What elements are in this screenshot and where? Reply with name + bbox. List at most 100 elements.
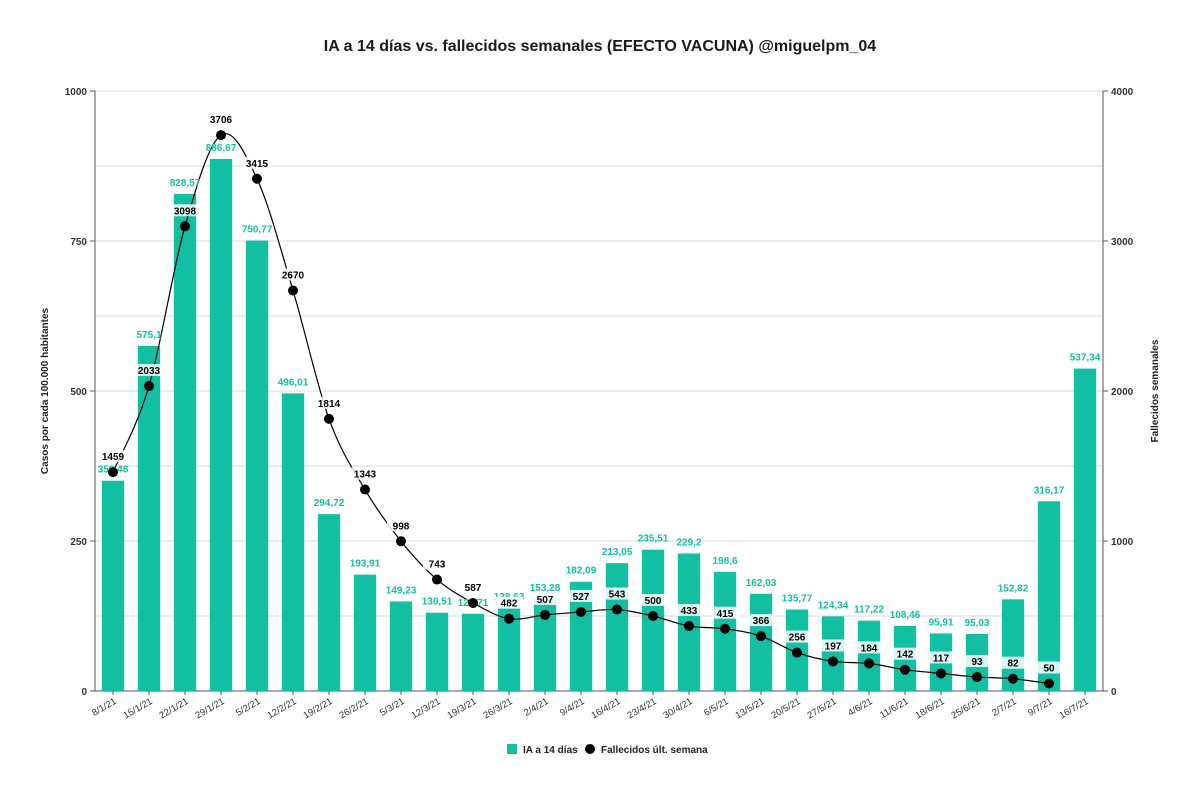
deaths-point: [720, 623, 730, 634]
x-tick-label: 27/5/21: [806, 696, 839, 721]
line-label-bg: [675, 604, 703, 617]
bar: [605, 563, 629, 691]
line-label-bg: [171, 204, 199, 217]
line-value-label: 3098: [174, 206, 197, 217]
bar-value-label: 294,72: [314, 498, 345, 509]
line-label-bg: [963, 655, 991, 668]
line-value-label: 1814: [318, 399, 341, 410]
line-label-bg: [567, 589, 595, 602]
deaths-point: [1044, 678, 1054, 689]
bar-value-label: 95,91: [928, 617, 953, 628]
line-label-bg: [639, 594, 667, 606]
x-tick-label: 22/1/21: [158, 696, 191, 721]
x-tick-label: 19/2/21: [302, 696, 335, 721]
deaths-point: [612, 604, 622, 615]
deaths-point: [792, 647, 802, 658]
bar: [209, 158, 233, 692]
right-axis-label: Fallecidos semanales: [1150, 339, 1161, 442]
bar: [857, 620, 881, 691]
line-value-label: 3706: [210, 115, 233, 126]
x-tick-label: 2/4/21: [522, 696, 550, 719]
line-label-bg: [279, 268, 307, 281]
line-value-label: 50: [1043, 664, 1055, 675]
line-value-label: 1459: [102, 452, 125, 463]
deaths-point: [972, 672, 982, 683]
line-label-bg: [711, 606, 739, 619]
x-tick-label: 13/5/21: [734, 696, 767, 721]
right-tick-label: 1000: [1111, 537, 1134, 548]
bar: [497, 607, 521, 691]
bar-value-label: 235,51: [638, 534, 669, 545]
left-tick-label: 250: [70, 537, 87, 548]
bar-value-label: 213,05: [602, 547, 633, 558]
line-label-bg: [351, 467, 379, 480]
line-label-bg: [135, 364, 163, 377]
bar-value-label: 198,6: [712, 556, 737, 567]
line-value-label: 82: [1007, 659, 1019, 670]
legend-label-bars: IA a 14 días: [523, 745, 578, 756]
line-label-bg: [783, 630, 811, 643]
x-tick-label: 5/2/21: [234, 696, 262, 719]
line-label-bg: [459, 580, 487, 593]
line-label-bg: [927, 651, 955, 664]
left-tick-label: 1000: [65, 87, 88, 98]
line-value-label: 142: [897, 650, 914, 661]
bar: [569, 581, 593, 691]
bar-value-label: 575,1: [136, 330, 161, 341]
bar-value-label: 537,34: [1070, 353, 1101, 364]
bar-value-label: 182,09: [566, 566, 597, 577]
bar-value-label: 130,51: [422, 597, 453, 608]
line-value-label: 998: [393, 521, 410, 532]
right-tick-label: 2000: [1111, 387, 1134, 398]
bar: [749, 593, 773, 691]
x-tick-label: 26/2/21: [338, 696, 371, 721]
line-value-label: 482: [501, 599, 518, 610]
bar: [1073, 368, 1097, 691]
legend-label-line: Fallecidos últ. semana: [601, 745, 708, 756]
deaths-point: [144, 381, 154, 392]
line-value-label: 366: [753, 616, 770, 627]
deaths-point: [1008, 673, 1018, 684]
x-tick-label: 23/4/21: [626, 696, 659, 721]
line-value-label: 184: [861, 643, 878, 654]
deaths-point: [936, 668, 946, 679]
bar-value-label: 886,67: [206, 143, 237, 154]
deaths-point: [108, 467, 118, 478]
bar: [1037, 501, 1061, 691]
deaths-point: [828, 656, 838, 667]
bar: [461, 613, 485, 691]
bar: [425, 612, 449, 691]
line-value-label: 433: [681, 606, 698, 617]
x-tick-label: 15/1/21: [122, 696, 155, 721]
line-label-bg: [243, 156, 271, 169]
x-tick-label: 16/4/21: [590, 696, 623, 721]
left-tick-label: 750: [70, 237, 87, 248]
x-tick-label: 4/6/21: [846, 696, 874, 719]
deaths-point: [252, 173, 262, 184]
deaths-point: [360, 484, 370, 495]
deaths-point: [396, 536, 406, 547]
line-value-label: 1343: [354, 470, 377, 481]
line-label-bg: [207, 113, 235, 126]
x-tick-label: 12/2/21: [266, 696, 299, 721]
x-tick-label: 29/1/21: [194, 696, 227, 721]
line-label-bg: [855, 641, 883, 654]
legend-swatch-line: [585, 744, 595, 754]
bar-value-label: 152,82: [998, 583, 1029, 594]
bar-value-label: 95,03: [964, 618, 989, 629]
legend-swatch-bars: [507, 744, 517, 754]
bar-value-label: 149,23: [386, 585, 417, 596]
line-label-bg: [603, 587, 631, 600]
x-tick-label: 25/6/21: [950, 696, 983, 721]
line-value-label: 500: [645, 596, 662, 607]
chart-title: IA a 14 días vs. fallecidos semanales (E…: [323, 38, 877, 55]
line-value-label: 2670: [282, 271, 305, 282]
bar-value-label: 316,17: [1034, 485, 1065, 496]
bar-value-label: 124,34: [818, 600, 849, 611]
line-value-label: 527: [573, 592, 590, 603]
line-value-label: 197: [825, 641, 842, 652]
deaths-point: [900, 664, 910, 675]
line-label-bg: [99, 450, 127, 463]
line-label-bg: [891, 647, 919, 660]
